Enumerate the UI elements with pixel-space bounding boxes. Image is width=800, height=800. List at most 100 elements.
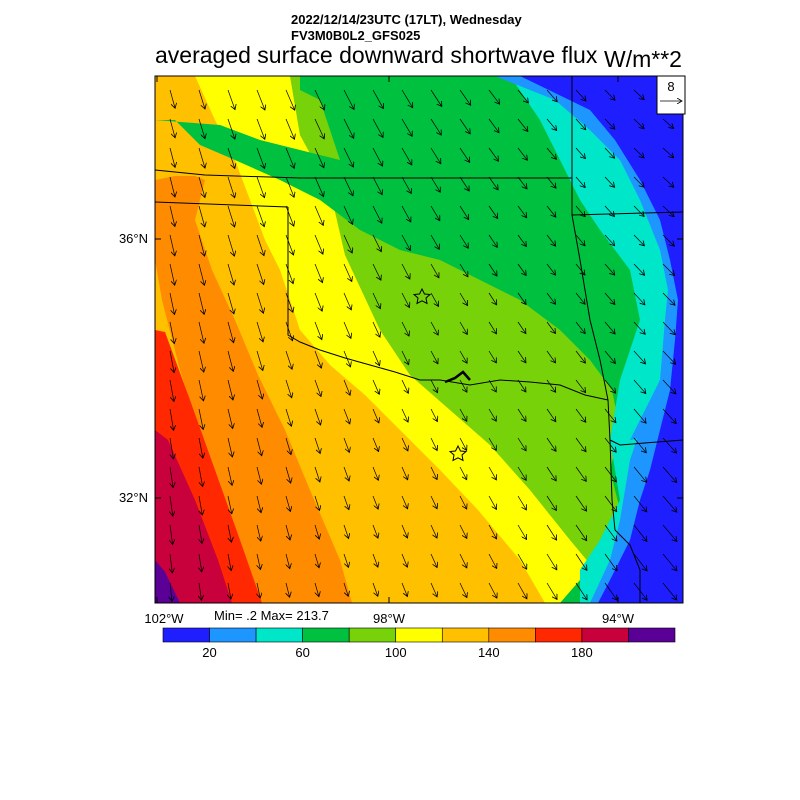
colorbar-swatch xyxy=(209,627,257,643)
wind-vector-arrow xyxy=(227,408,233,429)
wind-vector-arrow xyxy=(662,205,674,217)
wind-vector-arrow xyxy=(430,263,439,278)
wind-vector-arrow xyxy=(517,321,526,334)
title-model-line: FV3M0B0L2_GFS025 xyxy=(291,28,421,43)
wind-vector-arrow xyxy=(488,495,497,509)
wind-vector-arrow xyxy=(256,466,261,484)
wind-vector-arrow xyxy=(662,118,674,129)
wind-vector-arrow xyxy=(459,118,470,134)
wind-vector-arrow xyxy=(459,495,467,509)
wind-vector-arrow xyxy=(257,553,261,570)
wind-vector-arrow xyxy=(228,524,232,542)
station-star-icon xyxy=(448,444,468,462)
wind-vector-arrow xyxy=(169,321,174,344)
wind-vector-arrow xyxy=(372,147,383,166)
wind-vector-arrow xyxy=(372,582,378,596)
wind-vector-arrow xyxy=(604,147,615,158)
wind-vector-arrow xyxy=(315,582,319,597)
min-max-label: Min= .2 Max= 213.7 xyxy=(214,608,329,623)
border-arkansas-louisiana xyxy=(571,76,683,446)
wind-vector-arrow xyxy=(488,263,497,276)
wind-vector-arrow xyxy=(227,466,232,485)
lat-ticks xyxy=(155,238,683,499)
wind-vector-arrow xyxy=(227,437,232,457)
wind-vector-arrow xyxy=(459,408,467,421)
wind-vector-arrow xyxy=(227,147,235,169)
wind-vector-arrow xyxy=(517,466,526,480)
wind-vector-arrow xyxy=(517,292,526,305)
wind-vector-arrow xyxy=(604,321,615,334)
wind-vector-arrow xyxy=(604,89,615,100)
wind-vector-arrow xyxy=(198,437,203,458)
wind-vector-arrow xyxy=(430,147,441,164)
wind-vector-arrow xyxy=(314,437,320,454)
border-oklahoma-panhandle xyxy=(155,201,289,208)
wind-vector-arrow xyxy=(546,495,556,511)
wind-vector-arrow xyxy=(285,379,292,398)
wind-vector-arrow xyxy=(198,466,203,487)
wind-vector-arrow xyxy=(198,263,204,285)
wind-vector-arrow xyxy=(604,524,617,541)
wind-vector-arrow xyxy=(633,350,646,364)
wind-vector-arrow xyxy=(575,89,586,101)
wind-vector-arrow xyxy=(604,466,616,482)
wind-vector-arrow xyxy=(546,321,556,334)
wind-vector-arrow xyxy=(314,524,319,539)
wind-vector-arrow xyxy=(401,524,408,538)
wind-vector-arrow xyxy=(546,89,557,102)
wind-vector-arrow xyxy=(198,321,204,343)
lon-label-98w: 98°W xyxy=(373,611,406,626)
wind-vector-arrow xyxy=(314,263,323,283)
wind-vector-arrow xyxy=(256,234,264,256)
wind-vector-arrow xyxy=(546,524,557,540)
map-area xyxy=(155,76,683,603)
wind-vector-arrow xyxy=(575,176,585,188)
lon-label-102w: 102°W xyxy=(144,611,184,626)
colorbar-swatch xyxy=(628,627,676,643)
wind-vector-arrow xyxy=(343,495,349,510)
wind-vector-arrow xyxy=(198,379,204,401)
wind-vector-arrow xyxy=(372,553,378,567)
wind-vector-arrow xyxy=(256,321,263,342)
wind-vector-arrow xyxy=(546,582,557,599)
flux-band-80-100 xyxy=(155,76,683,603)
wind-vector-arrow xyxy=(170,524,173,545)
wind-vector-arrow xyxy=(285,263,293,284)
wind-vector-arrow xyxy=(314,118,324,139)
wind-vector-arrow xyxy=(256,408,262,427)
wind-vector-arrow xyxy=(285,466,291,483)
station-markers xyxy=(412,287,468,462)
wind-vector-arrow xyxy=(343,176,353,196)
wind-vector-arrow xyxy=(430,292,439,306)
wind-vector-arrow xyxy=(343,147,353,167)
colorbar-swatch xyxy=(302,627,350,643)
wind-vector-arrow xyxy=(488,205,498,219)
wind-vector-arrow xyxy=(546,437,556,451)
wind-vector-arrow xyxy=(343,553,349,567)
lon-label-94w: 94°W xyxy=(602,611,635,626)
wind-vector-arrow xyxy=(198,205,205,227)
wind-vector-arrow xyxy=(198,292,204,314)
wind-vector-arrow xyxy=(430,118,441,135)
wind-vector-arrow xyxy=(170,437,173,459)
wind-vector-arrow xyxy=(488,89,500,104)
colorbar-swatch xyxy=(255,627,303,643)
wind-vector-arrow xyxy=(488,147,499,161)
wind-vector-arrow xyxy=(314,147,324,168)
wind-vector-arrow xyxy=(227,118,235,139)
wind-vector-arrow xyxy=(285,292,293,312)
wind-vector-arrow xyxy=(227,234,234,256)
wind-vector-arrow xyxy=(662,263,675,276)
wind-vector-arrow xyxy=(169,379,174,402)
title-date-line: 2022/12/14/23UTC (17LT), Wednesday xyxy=(291,12,522,27)
wind-vector-arrow xyxy=(488,524,497,539)
wind-vector-arrow xyxy=(604,234,615,246)
wind-vector-arrow xyxy=(285,118,295,139)
wind-vector-arrow xyxy=(227,89,235,110)
border-sabine-river xyxy=(609,439,641,603)
wind-vector-arrow xyxy=(633,292,645,305)
wind-vector-arrow xyxy=(662,234,674,246)
wind-vector-arrow xyxy=(430,524,437,538)
wind-vector-arrow xyxy=(546,379,556,392)
wind-vector-arrow xyxy=(199,495,202,515)
